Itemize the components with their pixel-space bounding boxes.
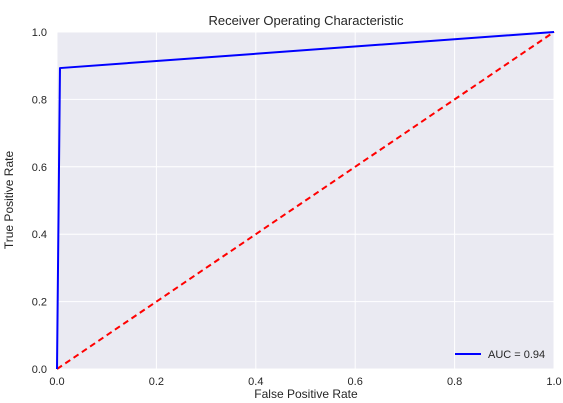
chart-title: Receiver Operating Characteristic bbox=[208, 13, 404, 28]
legend: AUC = 0.94 bbox=[455, 349, 545, 361]
y-tick-labels: 0.0 0.2 0.4 0.6 0.8 1.0 bbox=[32, 27, 47, 376]
y-tick-label: 0.4 bbox=[32, 229, 47, 241]
x-tick-label: 0.8 bbox=[447, 376, 462, 388]
y-tick-label: 0.2 bbox=[32, 297, 47, 309]
series-layer bbox=[56, 31, 555, 370]
y-tick-label: 1.0 bbox=[32, 27, 47, 39]
x-axis-label: False Positive Rate bbox=[254, 387, 358, 401]
x-tick-label: 0.6 bbox=[348, 376, 363, 388]
y-tick-label: 0.6 bbox=[32, 162, 47, 174]
x-tick-label: 0.2 bbox=[149, 376, 164, 388]
roc-curve-line bbox=[56, 31, 555, 370]
x-tick-label: 0.0 bbox=[49, 376, 64, 388]
y-axis-label: True Positive Rate bbox=[2, 151, 16, 250]
grid-lines bbox=[56, 31, 555, 370]
x-tick-label: 0.4 bbox=[248, 376, 263, 388]
x-tick-label: 1.0 bbox=[546, 376, 561, 388]
y-tick-label: 0.8 bbox=[32, 94, 47, 106]
reference-diagonal-line bbox=[56, 31, 555, 370]
y-tick-label: 0.0 bbox=[32, 364, 47, 376]
legend-label: AUC = 0.94 bbox=[488, 349, 545, 361]
x-tick-labels: 0.0 0.2 0.4 0.6 0.8 1.0 bbox=[49, 376, 561, 388]
